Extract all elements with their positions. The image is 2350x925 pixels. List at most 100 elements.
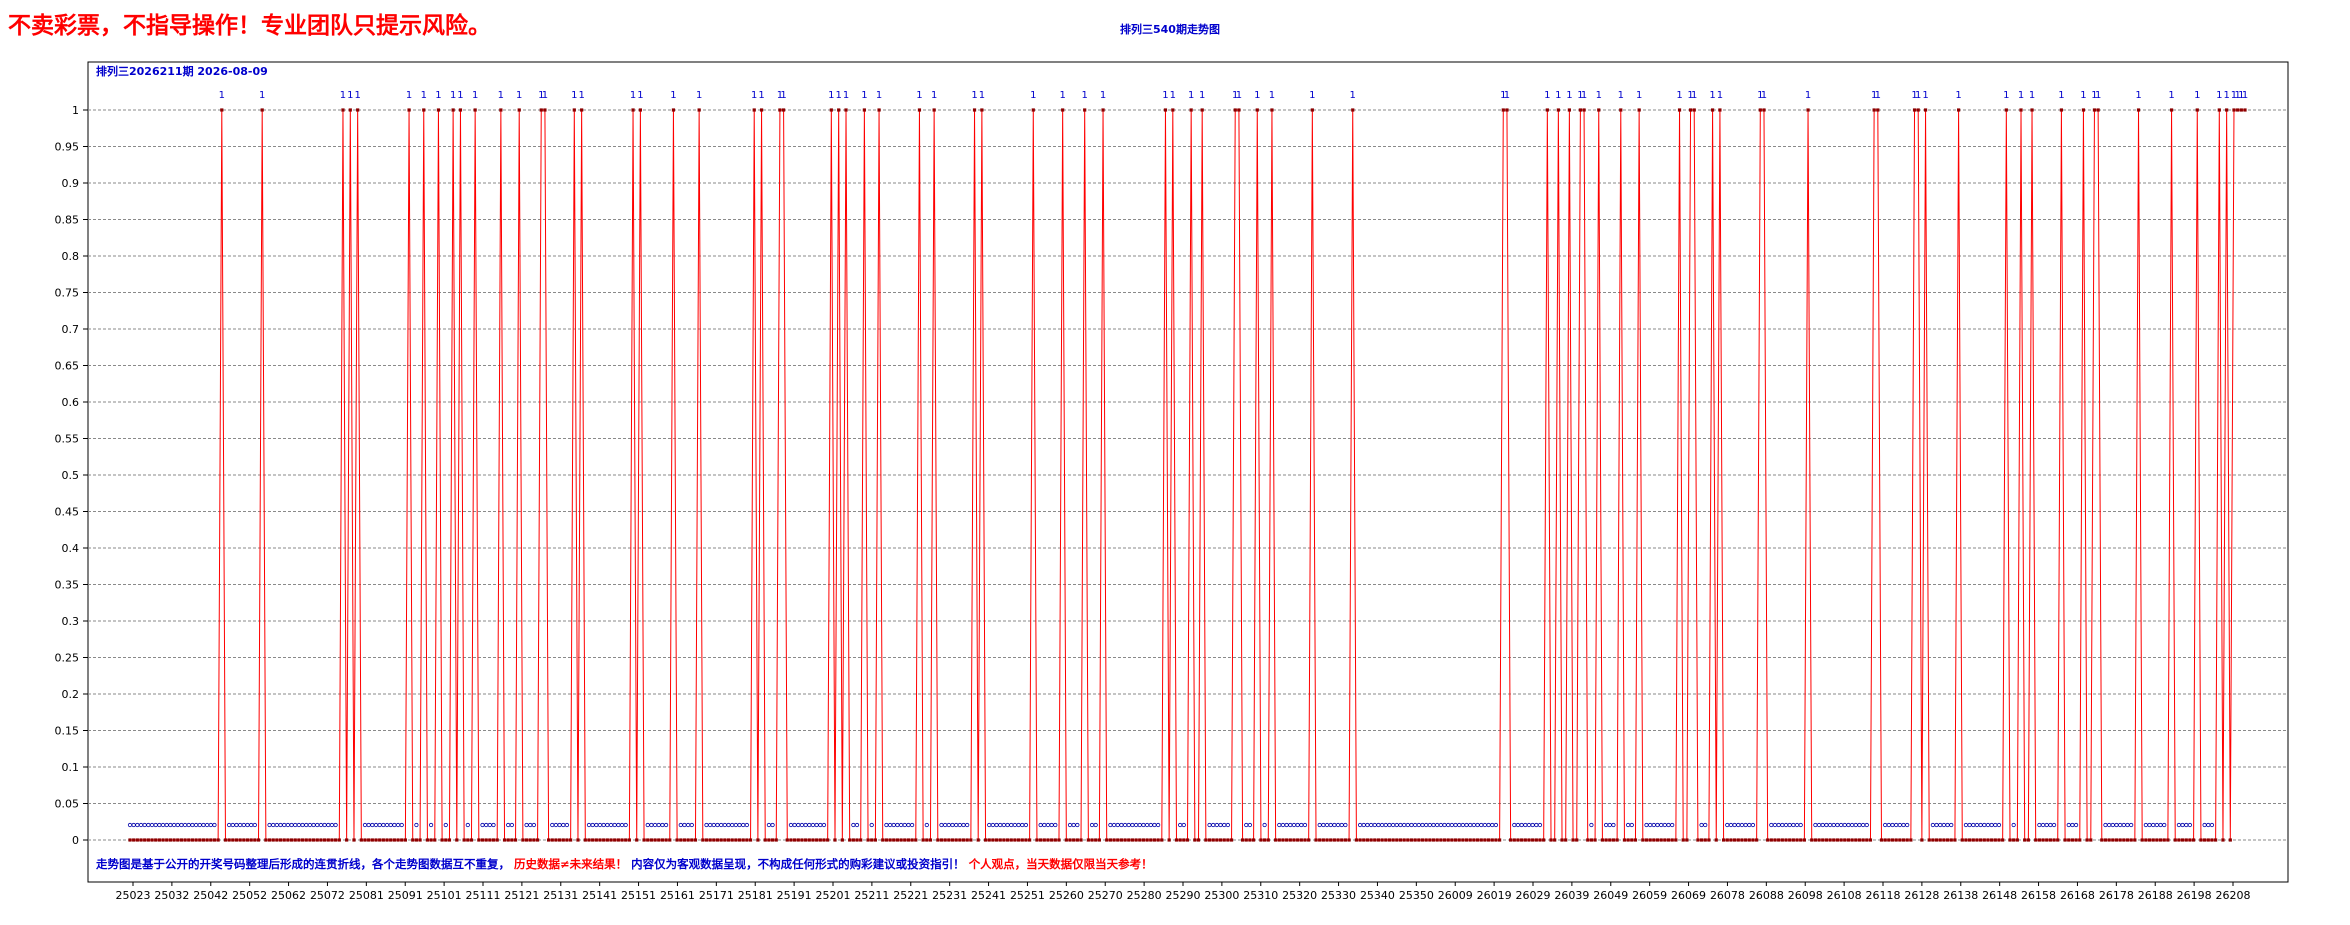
x-tick-label: 25290: [1166, 889, 1201, 902]
baseline-marker: [1111, 822, 1117, 828]
baseline-marker: [168, 822, 173, 828]
baseline-marker: [1357, 822, 1363, 828]
data-point-marker: [1971, 838, 1975, 842]
baseline-marker: [730, 822, 735, 828]
baseline-marker: [1589, 822, 1594, 828]
baseline-marker: [329, 822, 335, 828]
baseline-marker: [818, 822, 823, 828]
data-point-marker: [1927, 838, 1931, 842]
data-point-marker: [1211, 838, 1215, 842]
data-point-marker: [1369, 838, 1373, 842]
data-point-marker: [1751, 838, 1755, 842]
data-point-marker: [238, 838, 242, 842]
baseline-marker: [175, 822, 180, 828]
baseline-marker: [1728, 822, 1734, 828]
baseline-marker: [1016, 822, 1021, 828]
baseline-marker: [1838, 822, 1844, 828]
data-point-marker: [385, 838, 389, 842]
data-point-marker: [1391, 838, 1395, 842]
data-point-marker: [1608, 838, 1612, 842]
baseline-marker: [1938, 822, 1943, 828]
baseline-marker: [1490, 822, 1495, 828]
data-point-marker: [701, 838, 705, 842]
hit-value-label: 1: [571, 90, 577, 101]
data-point-marker: [1578, 108, 1582, 112]
x-tick-label: 25201: [816, 889, 851, 902]
baseline-marker: [1725, 822, 1730, 828]
data-point-marker: [2162, 838, 2166, 842]
data-point-marker: [143, 838, 147, 842]
x-tick-label: 26168: [2060, 889, 2095, 902]
baseline-marker: [1332, 822, 1337, 828]
baseline-marker: [1861, 822, 1866, 828]
baseline-marker: [1743, 822, 1748, 828]
data-point-marker: [1042, 838, 1046, 842]
data-point-marker: [1758, 108, 1762, 112]
data-point-marker: [1611, 838, 1616, 842]
data-point-marker: [1747, 838, 1751, 842]
data-point-marker: [1464, 838, 1469, 842]
baseline-marker: [1133, 822, 1139, 828]
data-point-marker: [1509, 838, 1513, 842]
baseline-marker: [1512, 822, 1517, 828]
data-point-marker: [1274, 838, 1278, 842]
data-point-marker: [660, 838, 665, 842]
x-tick-label: 25081: [349, 889, 384, 902]
data-point-marker: [789, 838, 793, 842]
baseline-marker: [138, 822, 144, 828]
hit-value-label: 1: [1232, 90, 1238, 101]
x-tick-label: 26138: [1943, 889, 1978, 902]
data-point-marker: [1975, 838, 1979, 842]
data-point-marker: [778, 108, 782, 112]
data-point-marker: [1233, 108, 1237, 112]
baseline-marker: [1317, 822, 1322, 828]
footer-part-3: 内容仅为客观数据呈现，不构成任何形式的购彩建议或投资指引！: [631, 857, 965, 871]
data-point-marker: [1424, 838, 1428, 842]
x-tick-label: 25023: [116, 889, 151, 902]
x-tick-label: 25171: [699, 889, 734, 902]
data-point-marker: [1666, 838, 1671, 842]
data-point-marker: [1714, 838, 1718, 842]
baseline-marker: [623, 822, 628, 828]
x-tick-label: 26078: [1710, 889, 1745, 902]
baseline-marker: [1798, 822, 1803, 828]
y-tick-label: 0.7: [62, 323, 80, 336]
data-point-marker: [576, 838, 580, 842]
baseline-marker: [528, 822, 533, 828]
data-point-marker: [1248, 838, 1252, 842]
data-point-marker: [1707, 838, 1711, 842]
baseline-marker: [2066, 822, 2071, 828]
baseline-marker: [443, 822, 448, 828]
baseline-marker: [1537, 822, 1543, 828]
data-point-marker: [187, 838, 191, 842]
baseline-marker: [1864, 822, 1869, 828]
baseline-marker: [1435, 822, 1440, 828]
data-point-marker: [1828, 838, 1832, 842]
x-tick-label: 25091: [388, 889, 423, 902]
data-point-marker: [378, 838, 382, 842]
baseline-marker: [1152, 822, 1157, 828]
data-point-marker: [1670, 838, 1674, 842]
x-tick-label: 25161: [660, 889, 695, 902]
baseline-marker: [182, 822, 188, 828]
data-point-marker: [1887, 838, 1891, 842]
data-point-marker: [1909, 838, 1913, 842]
data-point-marker: [289, 838, 294, 842]
baseline-marker: [2118, 822, 2123, 828]
x-tick-label: 25260: [1049, 889, 1084, 902]
baseline-marker: [1971, 822, 1976, 828]
x-tick-label: 25042: [193, 889, 228, 902]
data-point-marker: [1292, 838, 1296, 842]
data-point-marker: [473, 108, 477, 112]
data-point-marker: [1733, 838, 1737, 842]
y-tick-label: 0.95: [55, 141, 80, 154]
data-point-marker: [1002, 838, 1006, 842]
baseline-marker: [550, 822, 555, 828]
data-point-marker: [128, 838, 132, 842]
y-tick-label: 0.2: [62, 688, 80, 701]
data-point-marker: [1949, 838, 1953, 842]
baseline-marker: [722, 822, 727, 828]
data-point-marker: [132, 838, 136, 842]
baseline-marker: [186, 822, 191, 828]
